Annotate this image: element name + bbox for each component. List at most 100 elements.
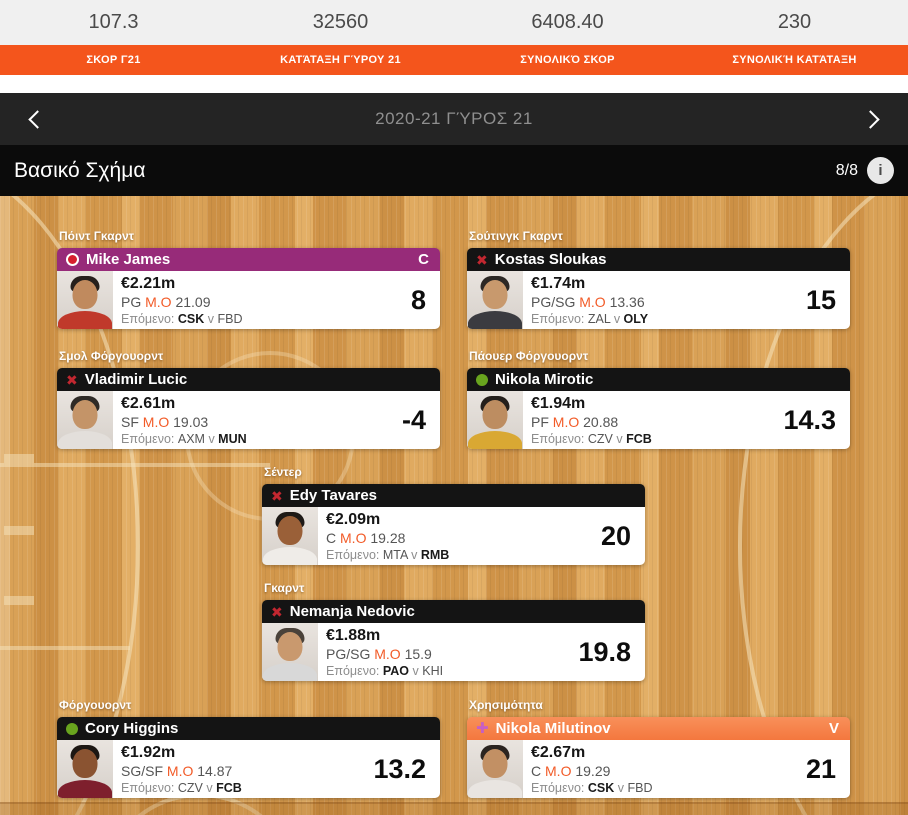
player-photo bbox=[57, 271, 113, 329]
player-score: 21 bbox=[805, 753, 836, 784]
player-info: €1.92m SG/SF M.O 14.87 Επόμενο: CZV v FC… bbox=[121, 740, 367, 798]
avatar-jersey bbox=[468, 431, 522, 449]
player-score: 8 bbox=[410, 284, 426, 315]
stat-value: 230 bbox=[777, 11, 812, 33]
vice-captain-badge: V bbox=[828, 720, 839, 737]
player-card-body: €1.92m SG/SF M.O 14.87 Επόμενο: CZV v FC… bbox=[57, 740, 440, 798]
position-label: Πάουερ Φόργουορντ bbox=[469, 349, 589, 363]
position-label: Σμολ Φόργουορντ bbox=[59, 349, 164, 363]
lineup-count: 8/8 bbox=[835, 161, 858, 179]
player-photo bbox=[262, 507, 318, 565]
player-card-header: ✚ Nikola Milutinov V bbox=[467, 717, 850, 740]
position-label: Σέντερ bbox=[264, 465, 302, 479]
previous-round-button[interactable] bbox=[20, 104, 50, 134]
player-next-game: Επόμενο: CZV v FCB bbox=[121, 781, 242, 795]
position-label: Πόιντ Γκαρντ bbox=[59, 229, 135, 243]
avatar-jersey bbox=[58, 311, 112, 329]
player-card-body: €1.94m PF M.O 20.88 Επόμενο: CZV v FCB 1… bbox=[467, 391, 850, 449]
player-info: €2.09m C M.O 19.28 Επόμενο: MTA v RMB bbox=[326, 507, 595, 565]
player-photo bbox=[57, 740, 113, 798]
avatar-head bbox=[277, 632, 303, 661]
player-next-game: Επόμενο: ZAL v OLY bbox=[531, 312, 649, 326]
player-position-average: PF M.O 20.88 bbox=[531, 414, 619, 430]
player-photo bbox=[467, 271, 523, 329]
player-info: €1.88m PG/SG M.O 15.9 Επόμενο: PAO v KHI bbox=[326, 623, 572, 681]
avatar-jersey bbox=[468, 780, 522, 798]
player-card-small-forward[interactable]: Σμολ Φόργουορντ ✖ Vladimir Lucic €2.61m … bbox=[57, 349, 440, 449]
player-info: €2.61m SF M.O 19.03 Επόμενο: AXM v MUN bbox=[121, 391, 396, 449]
player-card-shooting-guard[interactable]: Σούτινγκ Γκαρντ ✖ Kostas Sloukas €1.74m … bbox=[467, 229, 850, 329]
court-line bbox=[0, 463, 270, 467]
next-round-button[interactable] bbox=[858, 104, 888, 134]
player-photo bbox=[262, 623, 318, 681]
position-label: Φόργουορντ bbox=[59, 698, 132, 712]
player-photo bbox=[57, 391, 113, 449]
stat-label: ΣΥΝΟΛΙΚΉ ΚΑΤΆΤΑΞΗ bbox=[732, 54, 857, 66]
player-score: -4 bbox=[401, 404, 426, 435]
player-name: Cory Higgins bbox=[85, 720, 179, 737]
court-line bbox=[738, 196, 908, 815]
avatar-head bbox=[277, 516, 303, 545]
player-info: €1.94m PF M.O 20.88 Επόμενο: CZV v FCB bbox=[531, 391, 777, 449]
section-header: Βασικό Σχήμα 8/8 i bbox=[0, 145, 908, 196]
player-status-icon: ✖ bbox=[271, 487, 283, 504]
player-price: €2.09m bbox=[326, 511, 381, 528]
player-info: €2.21m PG M.O 21.09 Επόμενο: CSK v FBD bbox=[121, 271, 405, 329]
player-next-game: Επόμενο: PAO v KHI bbox=[326, 664, 444, 678]
player-card-header: ✖ Edy Tavares bbox=[262, 484, 645, 507]
player-next-game: Επόμενο: CSK v FBD bbox=[121, 312, 243, 326]
court-line bbox=[0, 196, 140, 815]
stat-value: 6408.40 bbox=[531, 11, 604, 33]
player-next-game: Επόμενο: CSK v FBD bbox=[531, 781, 653, 795]
player-card-power-forward[interactable]: Πάουερ Φόργουορντ Nikola Mirotic €1.94m … bbox=[467, 349, 850, 449]
avatar-head bbox=[72, 749, 98, 778]
player-status-icon bbox=[476, 373, 488, 386]
chevron-left-icon bbox=[27, 109, 47, 129]
player-info: €1.74m PG/SG M.O 13.36 Επόμενο: ZAL v OL… bbox=[531, 271, 800, 329]
player-price: €1.88m bbox=[326, 627, 381, 644]
player-card-forward[interactable]: Φόργουορντ Cory Higgins €1.92m SG/SF M.O… bbox=[57, 698, 440, 798]
stat-value: 32560 bbox=[312, 11, 369, 33]
player-next-game: Επόμενο: AXM v MUN bbox=[121, 432, 247, 446]
court-baseline bbox=[0, 802, 908, 815]
player-price: €1.74m bbox=[531, 275, 586, 292]
player-card-center[interactable]: Σέντερ ✖ Edy Tavares €2.09m C M.O 19.28 … bbox=[262, 465, 645, 565]
player-photo bbox=[467, 740, 523, 798]
player-status-icon bbox=[66, 722, 78, 735]
avatar-jersey bbox=[58, 780, 112, 798]
stat-label: ΚΑΤΆΤΑΞΗ ΓΎΡΟΥ 21 bbox=[280, 54, 401, 66]
spacer bbox=[0, 75, 908, 93]
chevron-right-icon bbox=[861, 109, 881, 129]
round-title: 2020-21 ΓΎΡΟΣ 21 bbox=[375, 109, 533, 128]
section-title: Βασικό Σχήμα bbox=[14, 158, 146, 182]
player-name: Mike James bbox=[86, 251, 171, 268]
position-label: Χρησιμότητα bbox=[469, 698, 543, 712]
player-card-point-guard[interactable]: Πόιντ Γκαρντ Mike James C €2.21m PG M.O … bbox=[57, 229, 440, 329]
player-photo bbox=[467, 391, 523, 449]
section-header-right: 8/8 i bbox=[836, 157, 894, 184]
avatar-head bbox=[72, 280, 98, 309]
round-navigation: 2020-21 ΓΎΡΟΣ 21 bbox=[0, 93, 908, 145]
player-position-average: SG/SF M.O 14.87 bbox=[121, 763, 233, 779]
player-status-icon: ✚ bbox=[476, 720, 489, 737]
position-label: Σούτινγκ Γκαρντ bbox=[469, 229, 563, 243]
player-position-average: SF M.O 19.03 bbox=[121, 414, 209, 430]
player-next-game: Επόμενο: CZV v FCB bbox=[531, 432, 652, 446]
player-score: 15 bbox=[805, 284, 836, 315]
player-card-body: €2.67m C M.O 19.29 Επόμενο: CSK v FBD 21 bbox=[467, 740, 850, 798]
player-score: 14.3 bbox=[783, 404, 836, 435]
court-line bbox=[4, 454, 34, 463]
player-info: €2.67m C M.O 19.29 Επόμενο: CSK v FBD bbox=[531, 740, 800, 798]
player-name: Nemanja Nedovic bbox=[289, 603, 415, 620]
avatar-jersey bbox=[468, 311, 522, 329]
player-card-guard[interactable]: Γκαρντ ✖ Nemanja Nedovic €1.88m PG/SG M.… bbox=[262, 581, 645, 681]
player-next-game: Επόμενο: MTA v RMB bbox=[326, 548, 450, 562]
avatar-jersey bbox=[58, 431, 112, 449]
player-position-average: C M.O 19.28 bbox=[326, 530, 406, 546]
info-icon: i bbox=[878, 162, 883, 179]
player-position-average: PG/SG M.O 15.9 bbox=[326, 646, 432, 662]
player-position-average: C M.O 19.29 bbox=[531, 763, 611, 779]
player-card-utility[interactable]: Χρησιμότητα ✚ Nikola Milutinov V €2.67m … bbox=[467, 698, 850, 798]
player-card-header: Nikola Mirotic bbox=[467, 368, 850, 391]
info-button[interactable]: i bbox=[867, 157, 894, 184]
